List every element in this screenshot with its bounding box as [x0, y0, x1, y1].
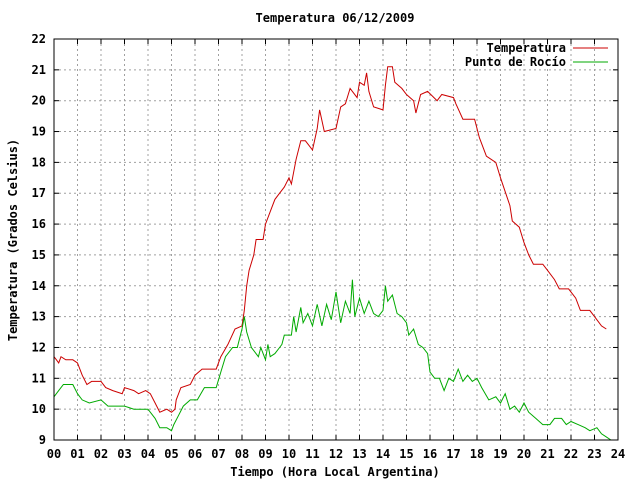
- y-tick-label: 14: [32, 279, 46, 293]
- x-tick-label: 14: [376, 447, 390, 461]
- y-axis-label: Temperatura (Grados Celsius): [6, 139, 20, 341]
- y-tick-label: 22: [32, 32, 46, 46]
- x-tick-label: 03: [117, 447, 131, 461]
- x-tick-label: 16: [423, 447, 437, 461]
- x-tick-label: 00: [47, 447, 61, 461]
- x-axis-label: Tiempo (Hora Local Argentina): [230, 465, 440, 479]
- y-tick-label: 10: [32, 402, 46, 416]
- x-tick-label: 20: [517, 447, 531, 461]
- chart-title: Temperatura 06/12/2009: [256, 11, 415, 25]
- x-tick-label: 08: [235, 447, 249, 461]
- legend: Temperatura Punto de Rocío: [465, 41, 608, 69]
- x-tick-label: 04: [141, 447, 155, 461]
- grid: [54, 39, 618, 440]
- x-tick-label: 19: [493, 447, 507, 461]
- x-tick-label: 10: [282, 447, 296, 461]
- series-lines: [53, 66, 612, 441]
- x-tick-label: 02: [94, 447, 108, 461]
- x-tick-label: 11: [305, 447, 319, 461]
- y-tick-label: 19: [32, 125, 46, 139]
- x-tick-label: 15: [399, 447, 413, 461]
- x-tick-label: 23: [587, 447, 601, 461]
- x-tick-label: 18: [470, 447, 484, 461]
- legend-label-temperatura: Temperatura: [487, 41, 566, 55]
- y-tick-label: 13: [32, 310, 46, 324]
- x-tick-label: 12: [329, 447, 343, 461]
- series-line-punto-de-rocio: [53, 279, 612, 441]
- x-tick-label: 01: [70, 447, 84, 461]
- x-tick-label: 07: [211, 447, 225, 461]
- x-tick-label: 21: [540, 447, 554, 461]
- x-tick-label: 09: [258, 447, 272, 461]
- x-tick-label: 22: [564, 447, 578, 461]
- y-tick-label: 11: [32, 371, 46, 385]
- y-tick-label: 21: [32, 63, 46, 77]
- x-tick-label: 24: [611, 447, 625, 461]
- x-tick-label: 05: [164, 447, 178, 461]
- series-line-temperatura: [53, 66, 607, 413]
- y-tick-label: 16: [32, 217, 46, 231]
- y-tick-label: 20: [32, 94, 46, 108]
- legend-label-punto-de-rocio: Punto de Rocío: [465, 55, 566, 69]
- x-tick-label: 13: [352, 447, 366, 461]
- axis-ticks: 9 10 11 12 13 14 15 16 17 18 19 20 21 22 00 01 02 03 04 05 0…: [32, 32, 626, 461]
- y-tick-label: 15: [32, 248, 46, 262]
- x-tick-label: 06: [188, 447, 202, 461]
- y-tick-label: 9: [39, 433, 46, 447]
- x-tick-label: 17: [446, 447, 460, 461]
- y-tick-label: 17: [32, 186, 46, 200]
- y-tick-label: 12: [32, 340, 46, 354]
- y-tick-label: 18: [32, 155, 46, 169]
